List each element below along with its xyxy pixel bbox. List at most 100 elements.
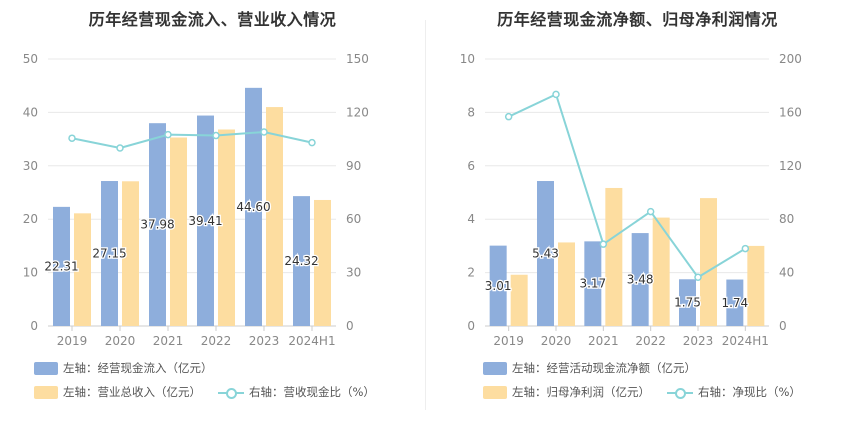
x-axis-tick-label: 2023 xyxy=(249,334,280,348)
right-axis-tick-label: 60 xyxy=(346,212,361,226)
left-axis-tick-label: 0 xyxy=(30,319,38,333)
legend-label: 左轴：营业总收入（亿元） xyxy=(63,385,201,399)
right-axis-tick-label: 200 xyxy=(779,52,802,66)
bar-secondary xyxy=(605,187,623,326)
right-axis-tick-label: 0 xyxy=(779,319,787,333)
x-axis-tick-label: 2022 xyxy=(635,334,666,348)
data-label: 1.74 xyxy=(721,296,748,310)
x-axis-tick-label: 2024H1 xyxy=(288,334,335,348)
left-legend-item-cash-inflow[interactable]: 左轴：经营现金流入（亿元） xyxy=(34,360,213,376)
right-axis-tick-label: 90 xyxy=(346,159,361,173)
data-label: 24.32 xyxy=(284,254,318,268)
line-point xyxy=(116,144,124,152)
legend-swatch-blue xyxy=(34,361,58,375)
legend-label: 左轴：归母净利润（亿元） xyxy=(512,385,650,399)
left-legend-item-ratio[interactable]: 右轴：营收现金比（%） xyxy=(218,384,375,400)
data-label: 3.17 xyxy=(579,277,606,291)
x-axis-tick-label: 2021 xyxy=(588,334,619,348)
line-point xyxy=(308,138,316,147)
left-axis-tick-label: 40 xyxy=(23,105,38,119)
left-axis-tick-label: 4 xyxy=(467,212,475,226)
x-axis-tick-label: 2023 xyxy=(683,334,714,348)
left-axis-tick-label: 0 xyxy=(467,319,475,333)
bar-primary xyxy=(537,181,554,326)
left-axis-tick-label: 8 xyxy=(467,105,475,119)
right-axis-tick-label: 160 xyxy=(779,105,802,119)
bar-primary xyxy=(631,233,649,326)
x-axis-tick-label: 2024H1 xyxy=(722,334,769,348)
bar-primary xyxy=(245,87,262,326)
left-chart-title: 历年经营现金流入、营业收入情况 xyxy=(88,10,337,29)
bar-secondary xyxy=(266,107,283,326)
left-axis-tick-label: 30 xyxy=(23,159,38,173)
line-point xyxy=(741,244,750,253)
bar-secondary xyxy=(314,199,331,326)
left-legend-item-revenue[interactable]: 左轴：营业总收入（亿元） xyxy=(34,384,201,400)
bar-secondary xyxy=(558,242,575,326)
legend-label: 左轴：经营活动现金流净额（亿元） xyxy=(512,361,696,375)
x-axis-tick-label: 2019 xyxy=(493,334,524,348)
line-point xyxy=(212,131,220,140)
data-label: 44.60 xyxy=(236,200,270,214)
right-legend-item-net-profit[interactable]: 左轴：归母净利润（亿元） xyxy=(483,384,650,400)
right-axis-tick-label: 30 xyxy=(346,266,361,280)
bar-primary xyxy=(101,181,118,326)
x-axis-tick-label: 2020 xyxy=(541,334,572,348)
bar-secondary xyxy=(218,129,235,326)
left-chart-panel: 历年经营现金流入、营业收入情况 0 10 20 30 40 50 0 30 60 90 120 150… xyxy=(23,10,375,400)
panel-divider xyxy=(425,20,426,410)
x-axis-tick-label: 2019 xyxy=(57,334,88,348)
x-axis-tick-label: 2020 xyxy=(105,334,136,348)
right-axis-tick-label: 120 xyxy=(779,159,802,173)
left-axis-tick-label: 2 xyxy=(467,266,475,280)
right-chart-panel: 历年经营现金流净额、归母净利润情况 0 2 4 6 8 10 0 40 80 120 160 200 2… xyxy=(425,0,850,437)
bar-primary xyxy=(679,279,696,326)
data-label: 3.01 xyxy=(485,279,512,293)
right-axis-tick-label: 120 xyxy=(346,105,369,119)
bar-primary xyxy=(149,123,166,326)
legend-swatch-blue xyxy=(483,361,507,375)
bar-secondary xyxy=(652,217,670,326)
data-label: 39.41 xyxy=(188,214,222,228)
bar-primary xyxy=(726,279,744,326)
left-axis-tick-label: 20 xyxy=(23,212,38,226)
data-label: 27.15 xyxy=(92,247,126,261)
bar-primary xyxy=(489,245,507,326)
legend-swatch-orange xyxy=(34,385,58,399)
right-chart-svg: 0 2 4 6 8 10 0 40 80 120 160 200 2019 2020 2021 2022 202… xyxy=(460,52,802,348)
data-label: 5.43 xyxy=(532,247,559,261)
bar-secondary xyxy=(122,181,139,326)
left-axis-tick-label: 10 xyxy=(460,52,475,66)
right-legend-item-net-cash[interactable]: 左轴：经营活动现金流净额（亿元） xyxy=(483,360,696,376)
legend-swatch-orange xyxy=(483,385,507,399)
left-chart-svg: 0 10 20 30 40 50 0 30 60 90 120 150 2019 2020 2021 2022… xyxy=(23,52,369,348)
bar-secondary xyxy=(700,198,717,326)
legend-line-icon xyxy=(218,386,244,399)
line-point xyxy=(504,112,513,121)
bar-secondary xyxy=(74,213,91,326)
bar-secondary xyxy=(747,245,765,326)
legend-label: 右轴：营收现金比（%） xyxy=(249,385,375,399)
line-point xyxy=(68,134,76,142)
line-point xyxy=(599,240,608,248)
line-point xyxy=(646,207,655,216)
line-point xyxy=(164,130,172,139)
bar-secondary xyxy=(170,137,187,326)
line-point xyxy=(552,90,560,99)
x-axis-tick-label: 2022 xyxy=(201,334,232,348)
right-axis-tick-label: 0 xyxy=(346,319,354,333)
bar-primary xyxy=(53,206,70,326)
legend-label: 左轴：经营现金流入（亿元） xyxy=(63,361,213,375)
right-legend-item-ratio[interactable]: 右轴：净现比（%） xyxy=(667,384,801,400)
right-axis-tick-label: 80 xyxy=(779,212,794,226)
left-axis-tick-label: 6 xyxy=(467,159,475,173)
bar-primary xyxy=(197,115,214,326)
data-label: 1.75 xyxy=(674,296,701,310)
bar-secondary xyxy=(510,274,528,326)
right-chart-title: 历年经营现金流净额、归母净利润情况 xyxy=(497,10,778,29)
data-label: 3.48 xyxy=(627,273,654,287)
legend-line-icon xyxy=(667,386,693,399)
legend-label: 右轴：净现比（%） xyxy=(698,385,801,399)
x-axis-tick-label: 2021 xyxy=(153,334,184,348)
left-axis-tick-label: 50 xyxy=(23,52,38,66)
